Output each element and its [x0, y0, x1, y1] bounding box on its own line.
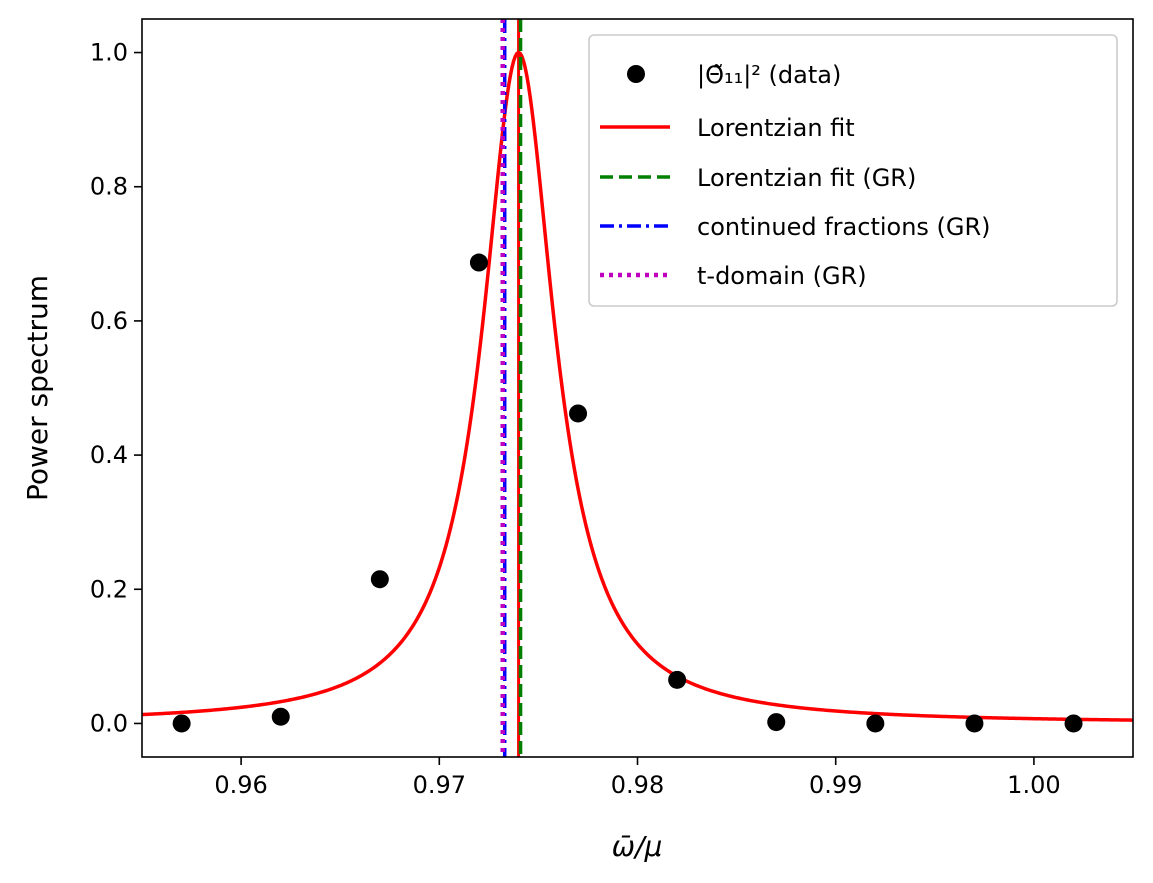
- lorentzian-fit-curve: [142, 50, 1133, 722]
- legend-label-t-domain: t-domain (GR): [697, 262, 867, 290]
- x-axis-label: ω̄/μ: [612, 830, 663, 863]
- data-point: [172, 714, 191, 733]
- x-tick-label: 0.99: [809, 771, 862, 799]
- y-tick-label: 0.6: [90, 307, 128, 335]
- y-tick-label: 0.4: [90, 441, 128, 469]
- legend-label-continued-fractions: continued fractions (GR): [697, 213, 991, 241]
- x-tick-label: 0.98: [611, 771, 664, 799]
- y-tick-label: 0.8: [90, 173, 128, 201]
- data-point: [866, 714, 885, 733]
- y-axis-label: Power spectrum: [21, 275, 54, 501]
- data-point: [271, 707, 290, 726]
- x-tick-label: 0.96: [214, 771, 267, 799]
- data-point: [1064, 714, 1083, 733]
- y-tick-label: 0.2: [90, 575, 128, 603]
- data-point: [965, 714, 984, 733]
- y-axis: 0.0 0.2 0.4 0.6 0.8 1.0: [90, 39, 142, 737]
- legend: |Θ̃₁₁|² (data) Lorentzian fit Lorentzian…: [588, 34, 1118, 307]
- data-point: [569, 404, 588, 423]
- legend-label-lorentzian: Lorentzian fit: [697, 114, 855, 142]
- data-point: [668, 670, 687, 689]
- y-tick-label: 1.0: [90, 39, 128, 67]
- legend-label-data: |Θ̃₁₁|² (data): [697, 61, 841, 89]
- x-axis: 0.96 0.97 0.98 0.99 1.00: [214, 757, 1061, 799]
- legend-label-lorentzian-gr: Lorentzian fit (GR): [697, 164, 916, 192]
- plot-area: [142, 19, 1133, 757]
- data-point: [370, 570, 389, 589]
- legend-marker-data: [627, 65, 645, 83]
- legend-box: [588, 34, 1118, 307]
- x-tick-label: 1.00: [1007, 771, 1060, 799]
- y-tick-label: 0.0: [90, 709, 128, 737]
- data-point: [767, 713, 786, 732]
- x-tick-label: 0.97: [413, 771, 466, 799]
- data-point: [469, 253, 488, 272]
